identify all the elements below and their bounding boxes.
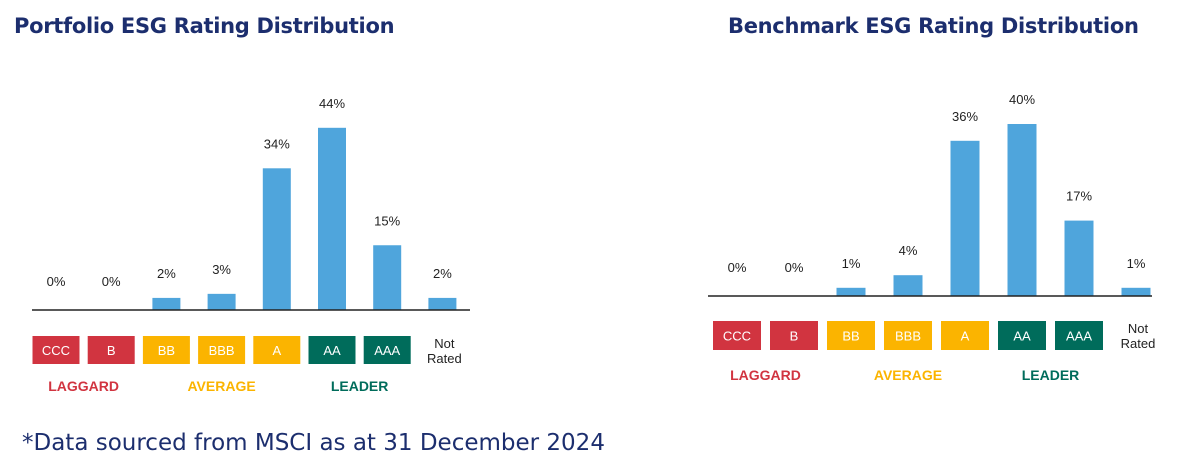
benchmark-rating-label: AA (1013, 329, 1031, 344)
benchmark-value-label: 40% (1009, 92, 1035, 107)
benchmark-value-label: 1% (1127, 256, 1146, 271)
portfolio-rating-label: A (272, 343, 281, 358)
benchmark-value-label: 17% (1066, 189, 1092, 204)
benchmark-rating-label: CCC (723, 329, 751, 344)
benchmark-group-label-average: AVERAGE (874, 367, 942, 383)
benchmark-bar-6 (1007, 124, 1037, 296)
benchmark-value-label: 36% (952, 109, 978, 124)
benchmark-rating-box (1055, 321, 1103, 350)
portfolio-value-label: 34% (264, 136, 290, 151)
portfolio-rating-box (308, 336, 356, 364)
portfolio-rating-box (32, 336, 80, 364)
benchmark-rating-label: B (790, 329, 799, 344)
portfolio-bar-8 (428, 297, 457, 310)
portfolio-rating-box (142, 336, 190, 364)
benchmark-value-label: 0% (785, 260, 804, 275)
portfolio-chart-title: Portfolio ESG Rating Distribution (14, 14, 395, 38)
portfolio-value-label: 44% (319, 96, 345, 111)
portfolio-rating-box (87, 336, 135, 364)
benchmark-value-label: 4% (899, 243, 918, 258)
portfolio-value-label: 15% (374, 213, 400, 228)
benchmark-rating-label: AAA (1066, 329, 1092, 344)
portfolio-bar-7 (373, 245, 402, 310)
benchmark-rating-box (770, 321, 818, 350)
benchmark-rating-box (884, 321, 932, 350)
portfolio-rating-label: B (107, 343, 116, 358)
portfolio-not-rated-label: Not Rated (427, 336, 462, 366)
benchmark-value-label: 1% (842, 256, 861, 271)
portfolio-rating-box (363, 336, 411, 364)
portfolio-group-label-laggard: LAGGARD (48, 378, 119, 394)
benchmark-rating-label: BBB (895, 329, 921, 344)
portfolio-rating-box (198, 336, 246, 364)
portfolio-rating-label: BB (158, 343, 175, 358)
benchmark-not-rated-label: Not Rated (1121, 321, 1156, 351)
portfolio-rating-label: AA (323, 343, 341, 358)
footnote: *Data sourced from MSCI as at 31 Decembe… (22, 430, 605, 456)
benchmark-rating-box (941, 321, 989, 350)
benchmark-rating-box (827, 321, 875, 350)
portfolio-group-label-leader: LEADER (331, 378, 389, 394)
portfolio-rating-label: CCC (42, 343, 70, 358)
benchmark-rating-label: BB (842, 329, 859, 344)
portfolio-group-label-average: AVERAGE (187, 378, 255, 394)
benchmark-value-label: 0% (728, 260, 747, 275)
portfolio-bar-5 (262, 168, 291, 310)
portfolio-bar-6 (318, 127, 346, 310)
benchmark-bar-4 (893, 275, 923, 296)
benchmark-rating-box (998, 321, 1046, 350)
benchmark-group-label-laggard: LAGGARD (730, 367, 801, 383)
portfolio-rating-box (253, 336, 301, 364)
benchmark-rating-label: A (961, 329, 970, 344)
benchmark-bar-8 (1121, 287, 1151, 296)
portfolio-value-label: 3% (212, 262, 231, 277)
portfolio-value-label: 2% (157, 266, 176, 281)
portfolio-bar-4 (207, 293, 236, 310)
portfolio-value-label: 0% (102, 274, 121, 289)
benchmark-bar-5 (950, 140, 980, 296)
portfolio-value-label: 0% (47, 274, 66, 289)
benchmark-bar-3 (836, 287, 866, 296)
portfolio-rating-label: AAA (374, 343, 400, 358)
benchmark-group-label-leader: LEADER (1022, 367, 1080, 383)
benchmark-bar-7 (1064, 220, 1094, 296)
portfolio-bar-3 (152, 297, 181, 310)
benchmark-rating-box (713, 321, 761, 350)
portfolio-rating-label: BBB (209, 343, 235, 358)
benchmark-chart-title: Benchmark ESG Rating Distribution (728, 14, 1139, 38)
portfolio-value-label: 2% (433, 266, 452, 281)
